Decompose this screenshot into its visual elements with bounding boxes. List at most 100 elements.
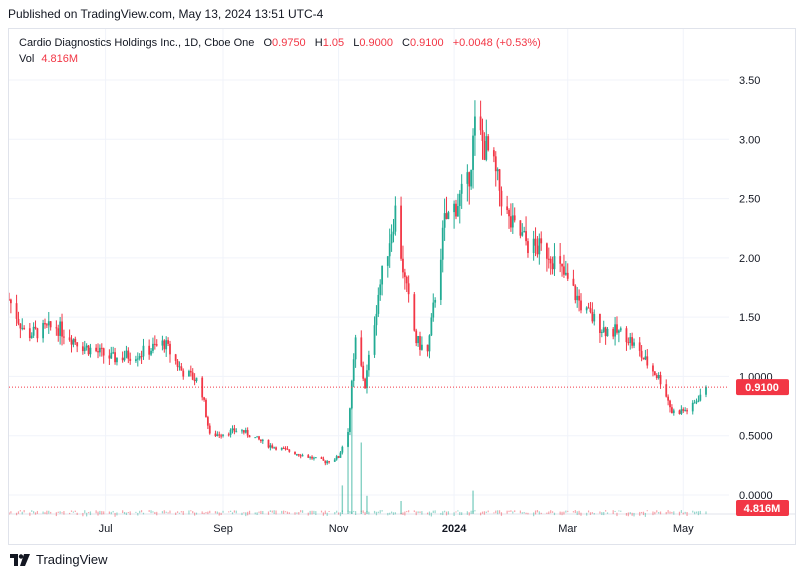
candle-body [430,317,433,336]
candle-body [492,150,495,157]
candle-body [136,358,139,360]
volume-bar [578,510,580,515]
volume-bar [538,511,540,515]
volume-bar [97,511,99,516]
last-volume-label: 4.816M [744,503,781,515]
volume-bar [485,511,487,514]
candle-body [600,331,603,333]
candle-body [178,366,181,368]
volume-bar [508,510,510,513]
volume-bar [214,511,217,514]
candle-body [366,370,368,389]
candle-body [349,408,351,433]
candle-body [74,338,77,343]
candle-body [163,340,166,350]
chart-legend: Cardio Diagnostics Holdings Inc., 1D, Cb… [19,37,541,49]
volume-bar [294,512,296,515]
volume-bar [284,511,287,513]
candle-body [655,375,658,378]
volume-bar [601,512,603,516]
price-chart[interactable]: 3.503.002.502.001.501.00000.50000.0000Ju… [9,29,795,544]
candle-body [364,378,366,389]
volume-spike-bar [347,442,349,514]
volume-bar [629,512,631,515]
volume-bar [190,510,192,512]
candle-body [227,434,230,436]
candle-body [155,344,158,346]
symbol-name[interactable]: Cardio Diagnostics Holdings Inc., 1D, Cb… [19,37,255,49]
last-price-label: 0.9100 [745,382,779,394]
volume-bar [311,510,313,515]
volume-bar [481,511,484,514]
close-value: 0.9100 [409,37,444,49]
candle-body [496,169,499,172]
close-label: C [402,37,410,49]
candle-body [297,454,300,456]
candle-body [114,352,116,363]
volume-spike-bar [351,403,353,514]
candle-body [235,431,238,433]
volume-bar [684,511,686,514]
volume-bar [587,510,590,513]
volume-bar [430,512,432,517]
candle-body [546,243,548,259]
volume-bar [241,512,243,516]
volume-bar [326,512,328,516]
volume-bar [574,510,576,513]
candle-body [45,324,48,326]
candle-body [153,343,156,345]
candle-body [591,311,594,322]
candle-body [578,295,581,301]
candle-body [42,323,44,339]
x-tick-label: 2024 [442,523,467,535]
volume-bar [394,512,396,515]
candle-body [572,278,575,286]
candle-body [447,212,450,220]
volume-bar [59,511,61,514]
volume-bar [527,512,529,515]
candle-body [559,256,562,264]
volume-bar [281,510,283,514]
candle-body [288,449,291,452]
last-volume-badge [736,500,789,516]
volume-bar [625,512,628,516]
volume-bar [480,512,482,516]
candle-body [161,340,164,346]
candle-body [580,300,582,311]
volume-bar [33,511,35,514]
candle-body [280,447,283,450]
candle-body [360,337,363,366]
candle-body [176,360,179,367]
candle-body [521,232,524,236]
candle-body [381,265,384,285]
volume-bar [673,511,675,515]
volume-bar [586,512,588,516]
candle-body [443,213,446,228]
volume-bar [654,511,656,515]
candle-body [508,210,510,217]
candle-body [405,276,408,284]
volume-bar [167,512,169,514]
volume-bar [61,512,63,514]
candle-body [229,429,232,435]
low-value: 0.9000 [359,37,393,49]
candle-body [400,205,402,259]
volume-bar [116,512,118,516]
candle-body [695,401,698,403]
volume-bar [31,510,33,512]
candle-body [379,284,382,295]
volume-bar [521,512,523,514]
volume-bar [101,511,103,515]
chart-frame[interactable]: 3.50 3.00 2.50 2.00 1.50 1.0000 0.5000 0.0000 Ju… [8,28,796,545]
x-tick-label: May [673,523,694,535]
volume-bar [142,512,145,515]
volume-bar [169,510,171,514]
candle-body [57,328,60,336]
volume-bar [415,511,417,516]
candle-body [432,302,435,318]
volume-bar [9,512,10,515]
candle-body [242,430,245,433]
candle-body [483,140,486,160]
candle-body [320,457,323,459]
volume-bar [457,510,459,512]
